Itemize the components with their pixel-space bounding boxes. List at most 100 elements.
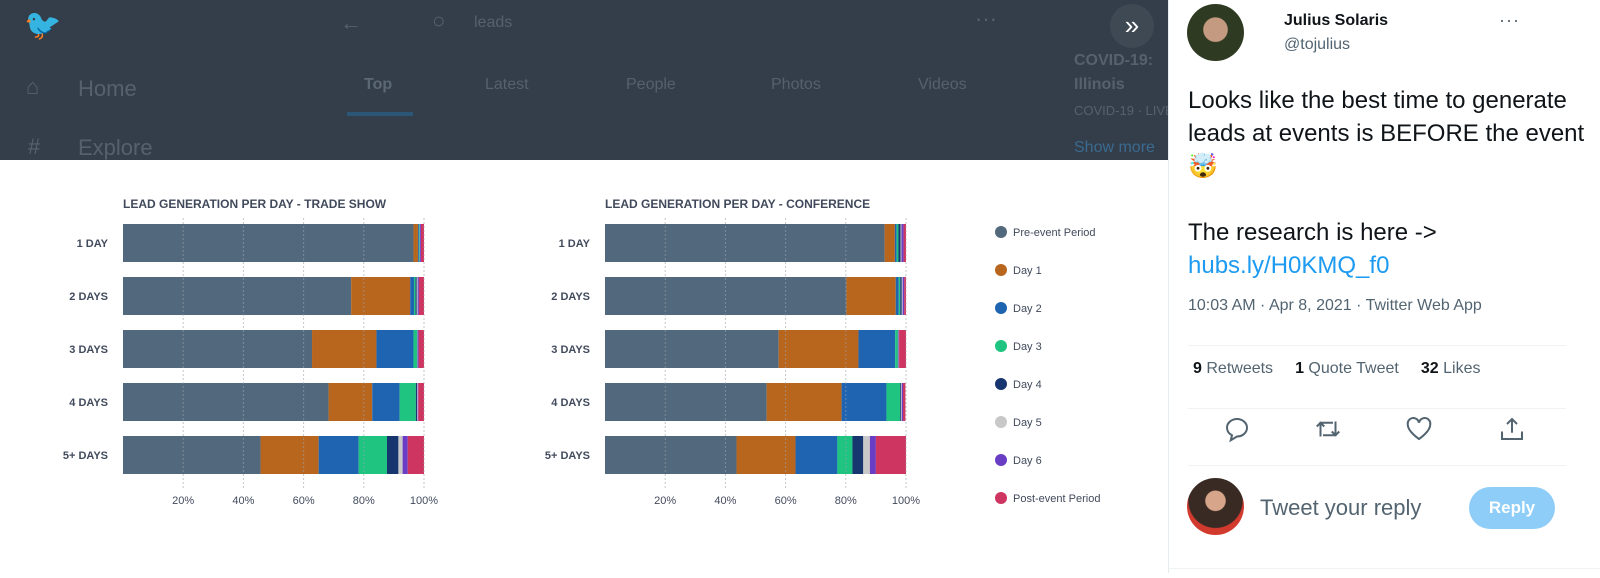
bar-segment-post-event-period	[418, 383, 424, 421]
bar-segment-day-1	[846, 277, 895, 315]
expand-icon[interactable]: »	[1110, 4, 1154, 48]
bar-segment-day-6	[898, 330, 899, 368]
twitter-logo-icon: 🐦	[24, 8, 61, 43]
category-label: 1 DAY	[77, 238, 109, 250]
tab-top[interactable]: Top	[364, 76, 392, 94]
author-name[interactable]: Julius Solaris	[1284, 12, 1388, 30]
bar-segment-day-6	[903, 277, 905, 315]
reply-button[interactable]: Reply	[1469, 487, 1555, 529]
quotes-count: 1	[1295, 360, 1304, 377]
quotes-label: Quote Tweet	[1308, 360, 1398, 377]
tweet-text-line: The research is here ->	[1188, 216, 1598, 249]
likes-stat[interactable]: 32 Likes	[1421, 360, 1481, 378]
legend-swatch	[995, 302, 1007, 314]
bar-segment-day-1	[261, 436, 319, 474]
chart-title: LEAD GENERATION PER DAY - TRADE SHOW	[123, 197, 387, 211]
category-label: 3 DAYS	[69, 344, 108, 356]
legend-swatch	[995, 340, 1007, 352]
tweet-meta[interactable]: 10:03 AM · Apr 8, 2021 · Twitter Web App	[1188, 296, 1598, 316]
bar-segment-pre-event-period	[605, 224, 885, 262]
bar-segment-day-2	[319, 436, 359, 474]
hashtag-icon: #	[28, 134, 40, 160]
divider	[1169, 568, 1600, 569]
author-avatar[interactable]	[1187, 4, 1244, 61]
back-arrow-icon[interactable]: ←	[340, 10, 362, 36]
tweet-stats: 9 Retweets 1 Quote Tweet 32 Likes	[1193, 360, 1480, 378]
author-handle[interactable]: @tojulius	[1284, 36, 1350, 54]
x-tick-label: 100%	[410, 495, 438, 507]
bar-segment-day-3	[413, 330, 417, 368]
tweet-text-line: Looks like the best time to generate lea…	[1188, 84, 1598, 183]
bar-segment-post-event-period	[408, 436, 424, 474]
x-tick-label: 20%	[172, 495, 194, 507]
chart-title: LEAD GENERATION PER DAY - CONFERENCE	[605, 197, 870, 211]
bar-segment-day-2	[410, 277, 414, 315]
x-tick-label: 40%	[232, 495, 254, 507]
tab-people[interactable]: People	[626, 76, 676, 94]
bar-segment-day-6	[418, 277, 419, 315]
tweet-link[interactable]: hubs.ly/H0KMQ_f0	[1188, 249, 1598, 282]
category-label: 1 DAY	[559, 238, 591, 250]
retweets-stat[interactable]: 9 Retweets	[1193, 360, 1273, 378]
reply-icon[interactable]	[1222, 414, 1252, 444]
more-icon[interactable]: ···	[975, 6, 997, 32]
tab-videos[interactable]: Videos	[918, 76, 967, 94]
legend-swatch	[995, 378, 1007, 390]
tab-latest[interactable]: Latest	[485, 76, 529, 94]
bar-segment-day-2	[418, 224, 419, 262]
bar-segment-day-3	[419, 224, 420, 262]
reply-input[interactable]: Tweet your reply	[1260, 495, 1421, 521]
bar-segment-day-2	[895, 224, 897, 262]
bar-segment-pre-event-period	[605, 436, 737, 474]
bar-segment-day-6	[418, 383, 419, 421]
retweet-icon[interactable]	[1313, 414, 1343, 444]
bar-segment-day-1	[885, 224, 895, 262]
bar-segment-day-4	[852, 436, 863, 474]
charts-svg: LEAD GENERATION PER DAY - TRADE SHOW 1 DA…	[0, 160, 1168, 573]
bar-segment-day-3	[899, 277, 901, 315]
bar-segment-day-2	[896, 277, 899, 315]
bar-segment-day-6	[902, 383, 903, 421]
bar-segment-day-4	[387, 436, 398, 474]
bar-segment-pre-event-period	[123, 436, 261, 474]
x-tick-label: 80%	[835, 495, 857, 507]
x-tick-label: 100%	[892, 495, 920, 507]
nav-explore[interactable]: Explore	[78, 135, 153, 160]
likes-label: Likes	[1443, 360, 1480, 377]
retweets-count: 9	[1193, 360, 1202, 377]
trend-title[interactable]: COVID-19:	[1074, 52, 1153, 70]
nav-home[interactable]: Home	[78, 76, 137, 102]
bar-segment-day-1	[413, 224, 418, 262]
bar-segment-post-event-period	[903, 383, 905, 421]
bar-segment-day-6	[870, 436, 876, 474]
tab-photos[interactable]: Photos	[771, 76, 821, 94]
tweet-detail-panel: Julius Solaris @tojulius ··· Looks like …	[1168, 0, 1600, 573]
home-icon: ⌂	[26, 74, 39, 100]
tweet-image[interactable]: LEAD GENERATION PER DAY - TRADE SHOW 1 DA…	[0, 160, 1168, 573]
search-input[interactable]: leads	[474, 14, 512, 32]
bar-segment-post-event-period	[899, 330, 906, 368]
bar-segment-day-3	[897, 224, 899, 262]
bar-segment-day-5	[863, 436, 870, 474]
trend-category: COVID-19 · LIVE	[1074, 103, 1168, 118]
bar-segment-day-2	[858, 330, 895, 368]
category-label: 3 DAYS	[551, 344, 590, 356]
category-label: 2 DAYS	[551, 291, 590, 303]
bar-segment-day-2	[796, 436, 838, 474]
quotes-stat[interactable]: 1 Quote Tweet	[1295, 360, 1399, 378]
bar-segment-day-4	[900, 383, 901, 421]
bar-segment-day-1	[779, 330, 859, 368]
share-icon[interactable]	[1497, 414, 1527, 444]
category-label: 5+ DAYS	[545, 450, 590, 462]
x-tick-label: 40%	[714, 495, 736, 507]
show-more-link[interactable]: Show more	[1074, 139, 1155, 157]
bar-segment-day-1	[329, 383, 373, 421]
tweet-body: Looks like the best time to generate lea…	[1188, 84, 1598, 316]
legend-label: Post-event Period	[1013, 493, 1100, 505]
bar-segment-day-1	[737, 436, 796, 474]
bar-segment-day-6	[403, 436, 408, 474]
bar-segment-day-3	[895, 330, 898, 368]
more-options-icon[interactable]: ···	[1499, 10, 1520, 31]
like-icon[interactable]	[1404, 414, 1434, 444]
legend-swatch	[995, 492, 1007, 504]
